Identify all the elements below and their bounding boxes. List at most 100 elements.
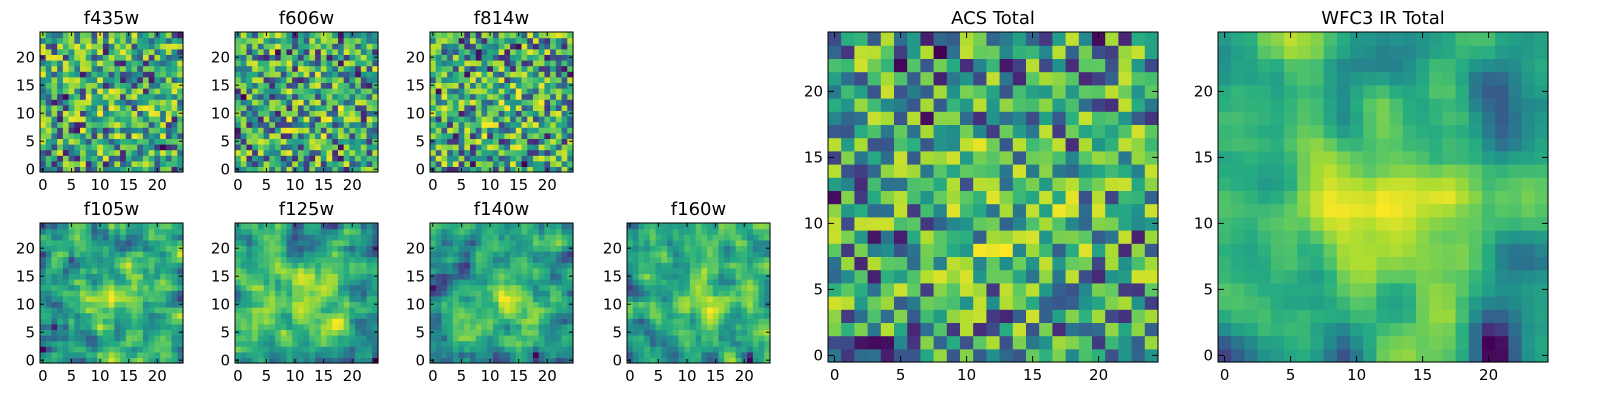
heatmap-cell: [240, 37, 248, 44]
heatmap-cell: [246, 329, 253, 336]
heatmap-cell: [120, 301, 127, 308]
heatmap-cell: [131, 110, 138, 117]
heatmap-cell: [973, 164, 987, 178]
heatmap-cell: [441, 116, 448, 123]
heatmap-cell: [355, 54, 362, 61]
heatmap-cell: [165, 234, 173, 241]
heatmap-cell: [275, 93, 282, 100]
heatmap-cell: [741, 239, 748, 246]
heatmap-cell: [521, 160, 528, 167]
heatmap-cell: [148, 93, 155, 100]
heatmap-cell: [337, 32, 345, 39]
heatmap-cell: [297, 335, 305, 342]
heatmap-cell: [154, 54, 161, 61]
heatmap-cell: [752, 290, 760, 297]
heatmap-cell: [550, 295, 557, 302]
heatmap-cell: [292, 60, 299, 67]
heatmap-cell: [297, 284, 305, 291]
heatmap-cell: [148, 329, 155, 336]
heatmap-cell: [430, 155, 437, 162]
heatmap-cell: [515, 234, 523, 241]
heatmap-cell: [137, 318, 144, 325]
heatmap-cell: [57, 132, 64, 139]
heatmap-cell: [430, 37, 437, 44]
heatmap-cell: [544, 76, 551, 83]
heatmap-cell: [74, 284, 81, 291]
heatmap-cell: [343, 93, 350, 100]
heatmap-cell: [326, 239, 333, 246]
heatmap-cell: [355, 127, 362, 134]
heatmap-cell: [154, 295, 161, 302]
heatmap-cell: [678, 284, 685, 291]
heatmap-cell: [555, 267, 563, 274]
heatmap-cell: [527, 273, 534, 280]
heatmap-cell: [68, 43, 75, 50]
heatmap-cell: [280, 262, 288, 269]
heatmap-cell: [303, 234, 310, 241]
heatmap-cell: [349, 43, 356, 50]
heatmap-cell: [441, 121, 448, 128]
heatmap-cell: [125, 312, 133, 319]
heatmap-cell: [907, 282, 921, 297]
heatmap-cell: [458, 160, 465, 167]
heatmap-cell: [355, 228, 362, 235]
heatmap-cell: [655, 251, 662, 258]
heatmap-cell: [880, 230, 895, 244]
heatmap-cell: [177, 88, 184, 95]
heatmap-cell: [435, 149, 443, 156]
heatmap-cell: [51, 301, 58, 308]
heatmap-cell: [366, 262, 373, 269]
heatmap-cell: [337, 301, 345, 308]
heatmap-cell: [315, 335, 322, 342]
heatmap-cell: [510, 32, 517, 39]
heatmap-cell: [644, 318, 651, 325]
heatmap-cell: [527, 239, 534, 246]
heatmap-cell: [303, 160, 310, 167]
heatmap-cell: [120, 273, 127, 280]
heatmap-cell: [125, 149, 133, 156]
heatmap-cell: [355, 149, 362, 156]
heatmap-cell: [1012, 203, 1027, 218]
heatmap-cell: [452, 340, 460, 347]
heatmap-cell: [452, 127, 460, 134]
heatmap-cell: [252, 295, 259, 302]
heatmap-cell: [97, 273, 104, 280]
heatmap-cell: [177, 37, 184, 44]
heatmap-cell: [320, 329, 328, 336]
heatmap-cell: [160, 256, 167, 263]
heatmap-cell: [45, 76, 53, 83]
heatmap-cell: [724, 335, 731, 342]
panel-title: f105w: [84, 199, 139, 220]
heatmap-cell: [447, 54, 454, 61]
heatmap-cell: [108, 48, 115, 55]
heatmap-cell: [504, 88, 511, 95]
heatmap-cell: [627, 284, 634, 291]
heatmap-cell: [510, 138, 517, 145]
heatmap-cell: [269, 43, 276, 50]
heatmap-cell: [567, 32, 574, 39]
heatmap-cell: [125, 116, 133, 123]
heatmap-cell: [131, 155, 138, 162]
heatmap-cell: [62, 267, 70, 274]
heatmap-cell: [430, 144, 437, 151]
heatmap-cell: [510, 65, 517, 72]
heatmap-cell: [160, 54, 167, 61]
heatmap-cell: [447, 290, 454, 297]
heatmap-cell: [880, 269, 895, 284]
heatmap-cell: [689, 245, 697, 252]
heatmap-cell: [235, 132, 242, 139]
heatmap-cell: [240, 279, 248, 286]
heatmap-cell: [452, 351, 460, 358]
heatmap-cell: [74, 290, 81, 297]
heatmap-cell: [655, 346, 662, 353]
heatmap-cell: [689, 284, 697, 291]
heatmap-cell: [441, 239, 448, 246]
heatmap-cell: [68, 160, 75, 167]
heatmap-cell: [246, 346, 253, 353]
heatmap-cell: [487, 279, 494, 286]
heatmap-cell: [257, 99, 265, 106]
heatmap-cell: [286, 335, 293, 342]
heatmap-cell: [165, 301, 173, 308]
x-tick-label: 0: [38, 367, 48, 385]
heatmap-cell: [1039, 216, 1053, 231]
